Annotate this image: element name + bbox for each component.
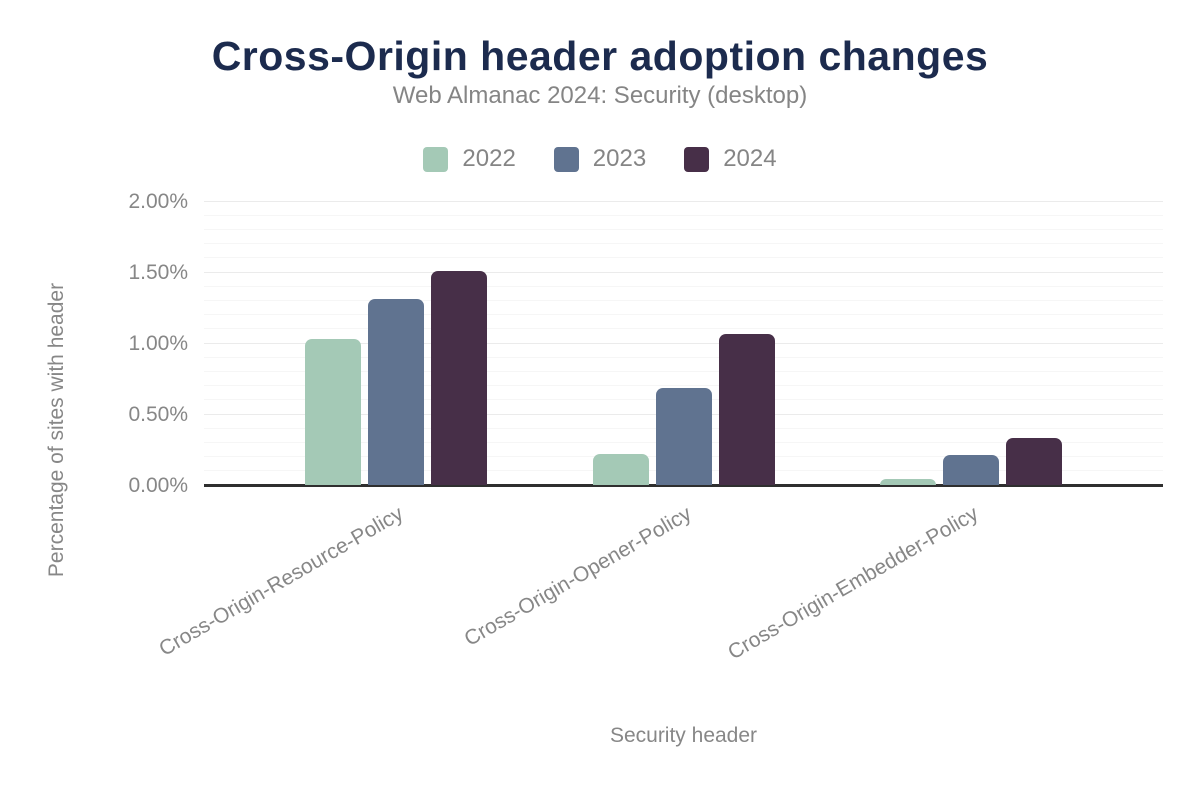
- gridline-minor-1.90: [204, 214, 1163, 216]
- bar-2024-cross-origin-opener-policy: [718, 334, 775, 485]
- legend-label-2022: 2022: [462, 145, 516, 172]
- legend-label-2024: 2024: [723, 145, 777, 172]
- legend: 2022 2023 2024: [0, 145, 1200, 173]
- gridline-minor-1.80: [204, 228, 1163, 230]
- gridline-major-1.00: [204, 342, 1163, 344]
- y-tick-label-1.00: 1.00%: [128, 332, 188, 355]
- plot-area: [204, 200, 1163, 487]
- x-category-label-cross-origin-embedder-policy: Cross-Origin-Embedder-Policy: [724, 502, 983, 665]
- legend-item-2022: 2022: [423, 145, 516, 173]
- chart-title: Cross-Origin header adoption changes: [211, 33, 989, 79]
- bar-2023-cross-origin-opener-policy: [655, 388, 712, 485]
- gridline-minor-1.40: [204, 285, 1163, 287]
- gridline-minor-0.90: [204, 356, 1163, 358]
- chart-subtitle: Web Almanac 2024: Security (desktop): [392, 82, 808, 109]
- x-category-label-cross-origin-resource-policy: Cross-Origin-Resource-Policy: [155, 502, 408, 661]
- bar-2022-cross-origin-embedder-policy: [880, 479, 937, 485]
- gridline-minor-1.20: [204, 314, 1163, 316]
- gridline-minor-1.10: [204, 328, 1163, 330]
- x-category-label-cross-origin-opener-policy: Cross-Origin-Opener-Policy: [460, 502, 695, 651]
- bar-2023-cross-origin-resource-policy: [367, 298, 424, 485]
- gridline-minor-1.30: [204, 299, 1163, 301]
- x-axis-baseline: [204, 484, 1163, 487]
- legend-swatch-2022: [423, 146, 449, 172]
- y-tick-label-2.00: 2.00%: [128, 190, 188, 213]
- gridline-major-1.50: [204, 271, 1163, 273]
- gridline-minor-0.70: [204, 385, 1163, 387]
- gridline-major-2.00: [204, 200, 1163, 202]
- gridline-minor-1.60: [204, 257, 1163, 259]
- legend-item-2023: 2023: [553, 145, 647, 173]
- legend-label-2023: 2023: [592, 145, 647, 172]
- y-tick-label-1.50: 1.50%: [128, 261, 188, 284]
- bar-2023-cross-origin-embedder-policy: [943, 455, 1000, 485]
- gridline-minor-1.70: [204, 243, 1163, 245]
- bar-2022-cross-origin-opener-policy: [592, 453, 649, 485]
- legend-swatch-2024: [684, 146, 710, 172]
- x-axis-title: Security header: [609, 724, 758, 747]
- bar-2024-cross-origin-embedder-policy: [1006, 438, 1063, 485]
- legend-item-2024: 2024: [684, 145, 777, 173]
- y-tick-label-0.50: 0.50%: [128, 403, 188, 426]
- y-axis-title: Percentage of sites with header: [45, 282, 68, 578]
- legend-swatch-2023: [553, 146, 579, 172]
- bar-2022-cross-origin-resource-policy: [304, 338, 361, 485]
- y-tick-label-0.00: 0.00%: [128, 474, 188, 497]
- gridline-minor-0.80: [204, 370, 1163, 372]
- bar-2024-cross-origin-resource-policy: [430, 270, 487, 485]
